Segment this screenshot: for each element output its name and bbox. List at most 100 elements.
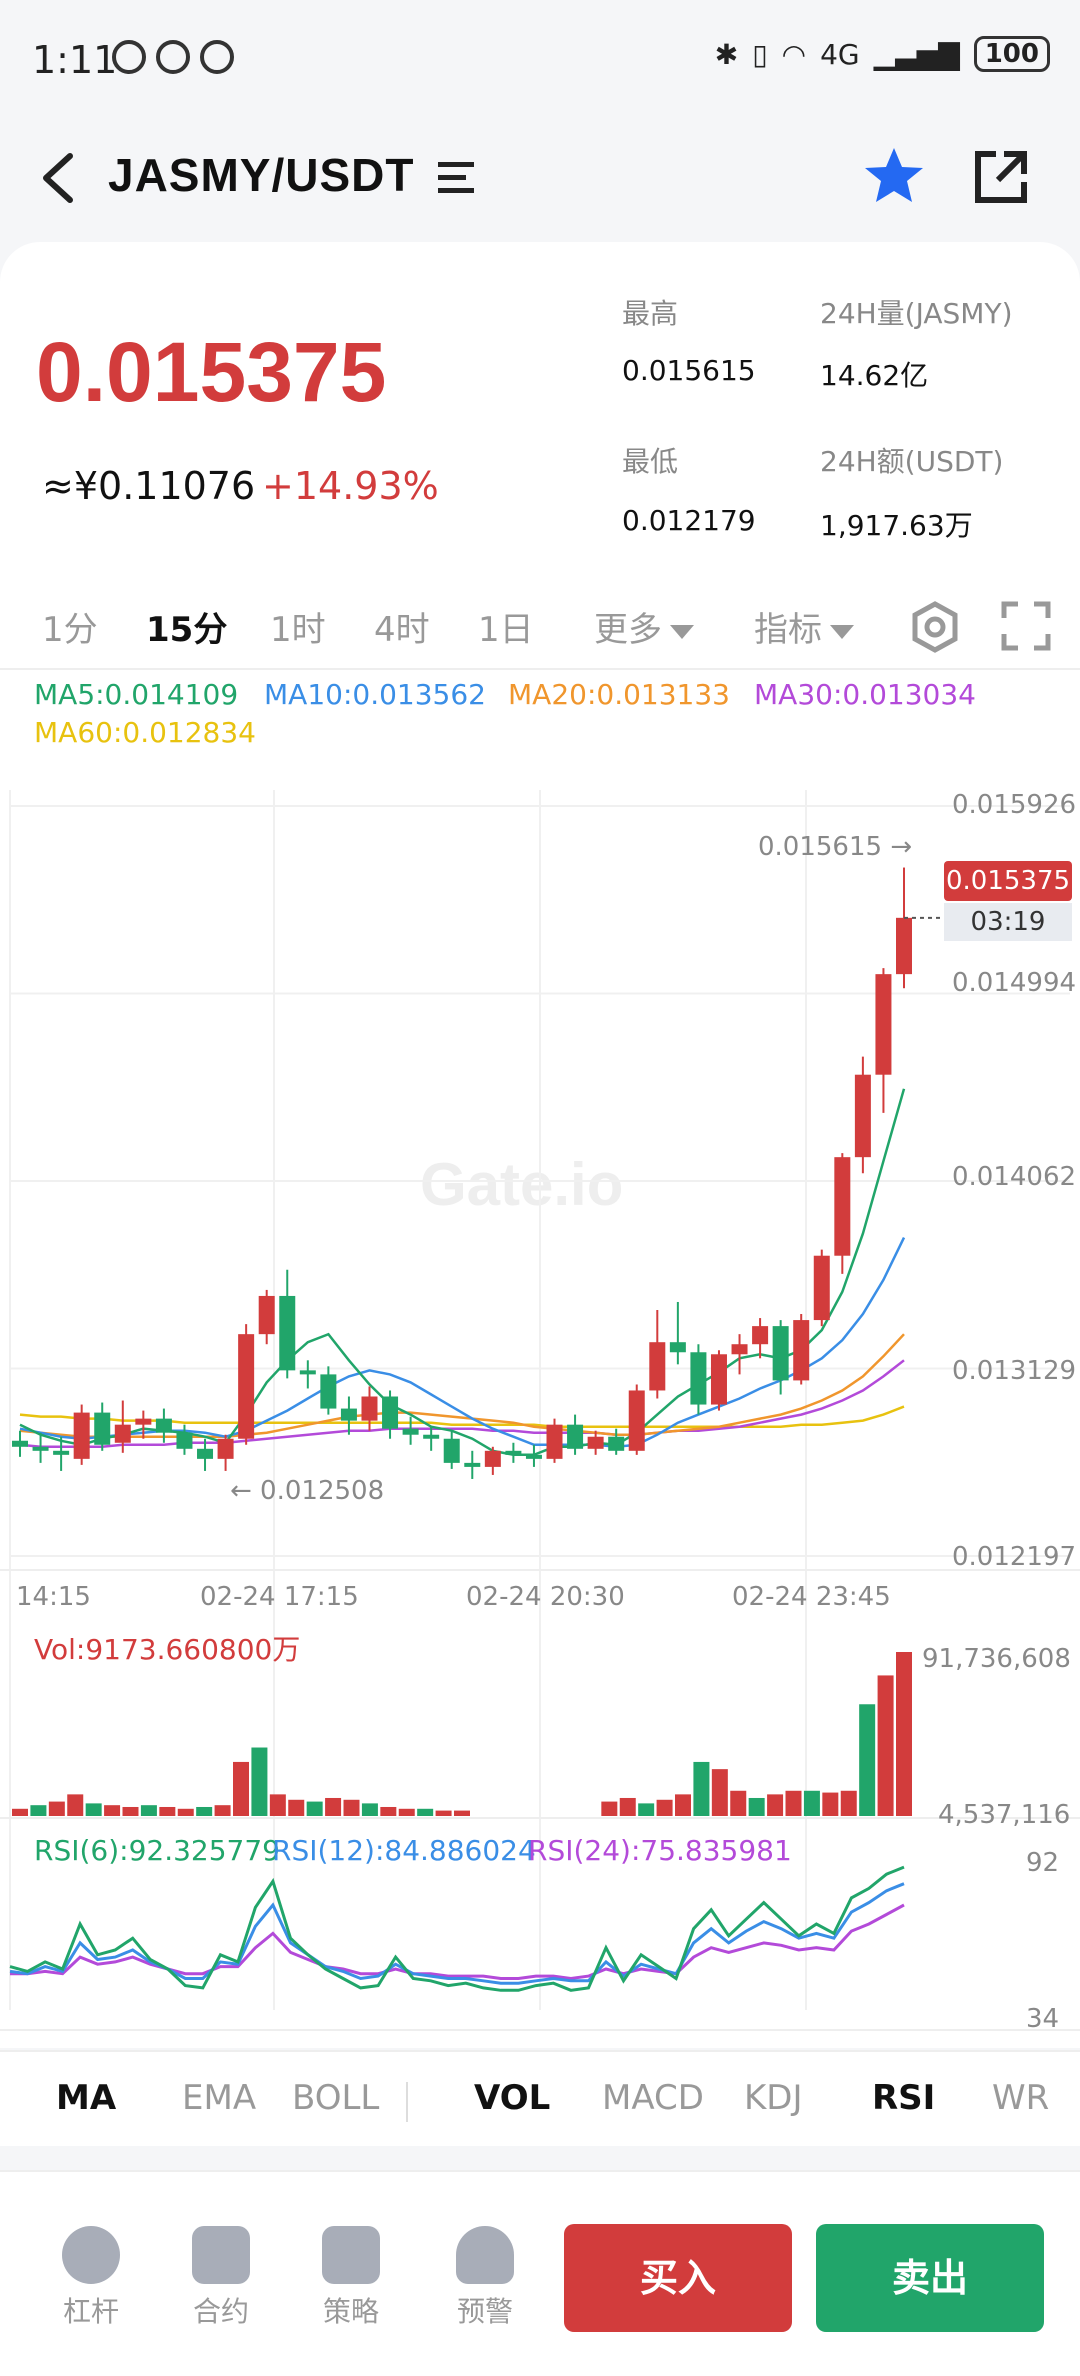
candle-body — [608, 1436, 625, 1451]
chart-settings-icon[interactable] — [908, 600, 962, 654]
high-marker: 0.015615 → — [758, 832, 913, 862]
volume-bar — [803, 1790, 820, 1816]
volume-bar — [675, 1794, 691, 1816]
candle-body — [669, 1342, 686, 1353]
tab-1m[interactable]: 1分 — [42, 610, 98, 650]
candle-body — [135, 1418, 152, 1425]
tab-more[interactable]: 更多 — [594, 602, 694, 651]
back-arrow-icon[interactable] — [34, 150, 84, 206]
volume-bar — [361, 1803, 378, 1816]
candle-body — [587, 1436, 604, 1449]
candle-body — [299, 1370, 316, 1375]
battery-indicator: 100 — [973, 36, 1050, 72]
volume-bar — [859, 1704, 876, 1816]
volume-bar — [67, 1794, 84, 1816]
volume-bar — [711, 1769, 728, 1816]
buy-button[interactable]: 买入 — [564, 2224, 792, 2332]
y-tick-4: 0.012197 — [952, 1542, 1077, 1572]
high-value: 0.015615 — [622, 354, 756, 387]
share-icon[interactable] — [970, 146, 1032, 208]
chart-canvas[interactable] — [0, 670, 1080, 2050]
candle-body — [32, 1446, 49, 1451]
status-icons — [112, 40, 234, 74]
volume-bar — [822, 1792, 839, 1816]
volume-bar — [398, 1808, 415, 1816]
ma30-line — [19, 1359, 905, 1449]
ind-tab-macd[interactable]: MACD — [602, 2078, 704, 2118]
tab-1d[interactable]: 1日 — [478, 610, 534, 650]
tab-1h[interactable]: 1时 — [270, 610, 326, 650]
y-tick-3: 0.013129 — [952, 1356, 1077, 1386]
favorite-star-icon[interactable] — [862, 144, 926, 208]
margin-button[interactable]: 杠杆 — [46, 2226, 136, 2330]
strategy-icon — [322, 2226, 380, 2284]
ind-tab-ema[interactable]: EMA — [182, 2078, 257, 2118]
vol24-value: 14.62亿 — [820, 359, 929, 392]
volume-bar — [122, 1806, 139, 1816]
candle-body — [567, 1424, 584, 1449]
ind-tab-kdj[interactable]: KDJ — [744, 2078, 803, 2118]
volume-bar — [343, 1799, 360, 1816]
candle-body — [73, 1412, 90, 1459]
candle-body — [772, 1326, 789, 1381]
volume-bar — [767, 1794, 784, 1816]
fullscreen-icon[interactable] — [1000, 600, 1052, 652]
status-time: 1:11 — [32, 38, 118, 82]
pair-menu-icon[interactable] — [436, 158, 476, 198]
volume-bar — [656, 1799, 673, 1816]
rsi6-line — [9, 1865, 905, 1992]
contract-button[interactable]: 合约 — [176, 2226, 266, 2330]
volume-bar — [159, 1806, 176, 1816]
volume-bar — [730, 1790, 747, 1816]
volume-bar — [693, 1761, 710, 1816]
y-tick-1: 0.014994 — [952, 968, 1077, 998]
candle-body — [484, 1450, 501, 1467]
candle-body — [464, 1462, 481, 1467]
tab-4h[interactable]: 4时 — [374, 610, 430, 650]
candle-body — [320, 1374, 337, 1409]
candle-body — [546, 1424, 563, 1459]
ind-tab-wr[interactable]: WR — [992, 2078, 1050, 2118]
candle-body — [896, 917, 912, 975]
alert-icon — [456, 2226, 514, 2284]
candle-body — [197, 1448, 214, 1459]
volume-bar — [454, 1810, 470, 1816]
pair-title[interactable]: JASMY/USDT — [108, 149, 415, 201]
header: JASMY/USDT — [0, 118, 1080, 238]
ma20-label: MA20:0.013133 — [508, 678, 730, 711]
candle-body — [525, 1454, 542, 1459]
change-percent: +14.93% — [262, 464, 439, 508]
volume-bar — [196, 1806, 213, 1816]
tab-15m[interactable]: 15分 — [146, 610, 228, 650]
ind-tab-ma[interactable]: MA — [56, 2078, 117, 2118]
ind-tab-vol[interactable]: VOL — [474, 2078, 551, 2118]
candle-body — [854, 1074, 871, 1158]
volume-bar — [435, 1810, 452, 1816]
candle-body — [834, 1157, 851, 1256]
volume-bar — [177, 1808, 194, 1816]
candle-body — [258, 1295, 275, 1335]
volume-bar — [104, 1805, 121, 1816]
volume-bar — [638, 1803, 655, 1816]
y-tick-2: 0.014062 — [952, 1162, 1077, 1192]
volume-bar — [269, 1794, 286, 1816]
status-bar: 1:11 ✱ ▯ ◠ 4G ▁▃▅▇ 100 — [0, 0, 1080, 118]
interval-tabs: 1分 15分 1时 4时 1日 更多 指标 — [0, 590, 1080, 670]
candle-body — [402, 1428, 419, 1435]
rsi-max-label: 92 — [1026, 1848, 1060, 1878]
ind-tab-rsi[interactable]: RSI — [872, 2078, 936, 2118]
sell-button[interactable]: 卖出 — [816, 2224, 1044, 2332]
candle-body — [710, 1354, 727, 1405]
volume-max-label: 91,736,608 — [922, 1644, 1071, 1674]
strategy-button[interactable]: 策略 — [306, 2226, 396, 2330]
tab-indicators[interactable]: 指标 — [754, 602, 854, 651]
alert-button[interactable]: 预警 — [440, 2226, 530, 2330]
signal-icon: ▁▃▅▇ — [873, 37, 960, 71]
cny-price: ≈¥0.11076 — [42, 464, 256, 508]
kline-chart-panel[interactable]: MA5:0.014109 MA10:0.013562 MA20:0.013133… — [0, 668, 1080, 2048]
candle-body — [94, 1412, 111, 1445]
ma20-line — [19, 1333, 905, 1438]
ind-tab-boll[interactable]: BOLL — [292, 2078, 380, 2118]
volume-bar — [877, 1675, 894, 1816]
low-marker: ← 0.012508 — [230, 1476, 385, 1506]
